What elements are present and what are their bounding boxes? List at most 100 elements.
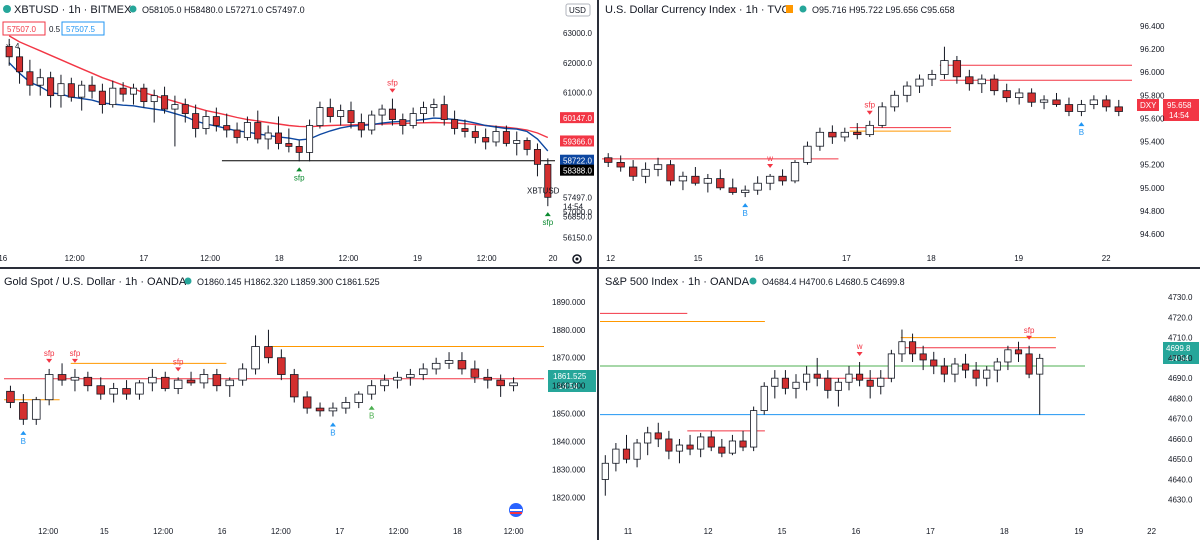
candle-down [160,376,170,389]
y-tick-label: 96.200 [1140,45,1165,54]
candle-down [1114,106,1123,112]
xbt-status-dot [129,5,137,13]
candle-down [277,357,286,375]
candle-down [961,363,970,371]
price-label-text: 59366.0 [563,137,592,146]
xbt-title[interactable]: XBTUSD · 1h · BITMEX [14,4,132,16]
y-tick-label: 4720.0 [1168,313,1193,322]
annotation-label: sfp [294,173,305,182]
x-tick-label: 17 [335,527,344,536]
us-flag-icon[interactable] [509,503,523,517]
currency-select[interactable] [565,3,591,17]
spx-last-badge: 4699.8 14:54 [1163,342,1199,364]
xbt-bid-box[interactable] [2,21,46,36]
annotation-label: sfp [173,357,184,366]
candle-down [716,178,725,189]
candle-down [254,122,262,140]
candle-up [513,140,521,144]
dxy-ohlc: O95.716 H95.722 L95.656 C95.658 [812,5,955,15]
y-tick-label: 4690.0 [1168,374,1193,383]
candle-down [828,131,837,138]
candle-up [1089,99,1099,105]
x-tick-label: 18 [927,254,936,263]
y-tick-label: 4660.0 [1168,435,1193,444]
candle-down [1002,90,1011,99]
y-tick-label: 4710.0 [1168,334,1193,343]
y-tick-label: 1850.000 [552,410,586,419]
price-label-text: 60147.0 [563,114,592,123]
pane-dxy-plot: 96.400 96.200 96.000 95.800 95.600 95.400 95.2… [602,22,1165,263]
x-tick-label: 12:00 [338,254,359,263]
spx-last-price: 4699.8 [1166,344,1191,353]
annotation-label: B [330,428,335,437]
candle-down [471,131,479,138]
candle-up [328,407,338,412]
candle-down [919,353,927,361]
y-tick-label: 4680.0 [1168,394,1193,403]
candle-up [78,84,86,98]
marker-arrow-up [1078,122,1085,127]
candle-down [778,175,787,182]
candle-down [940,365,948,375]
candle-down [451,119,459,129]
y-tick-label: 94.800 [1140,207,1165,216]
candle-up [728,440,737,454]
spx-title[interactable]: S&P 500 Index · 1h · OANDA [605,276,750,288]
candle-down [1027,92,1036,103]
candle-down [691,175,700,184]
candle-down [96,385,106,395]
y-tick-label: 56850.0 [563,213,592,222]
settings-gear-icon[interactable] [572,254,582,264]
y-tick-label: 1890.000 [552,298,586,307]
xbt-last-symbol: XBTUSD [527,186,560,195]
x-tick-label: 19 [413,254,422,263]
candle-up [915,78,924,87]
candle-up [378,108,386,116]
candle-up [420,107,428,114]
annotation-label: B [1079,128,1084,137]
x-tick-label: 17 [842,254,851,263]
xbt-ohlc: O58105.0 H58480.0 L57271.0 C57497.0 [142,5,305,15]
candle-up [765,175,775,184]
candle-up [792,381,800,389]
annotation-label: sfp [44,349,55,358]
y-tick-label: 4650.0 [1168,455,1193,464]
x-tick-label: 12:00 [477,254,498,263]
y-tick-label: 63000.0 [563,29,592,38]
candle-up [840,131,849,138]
candle-down [1064,104,1074,112]
annotation-label: sfp [542,218,553,227]
xbt-layers-count: 4 [15,42,20,51]
xbt-ask-box[interactable] [61,21,105,36]
candle-up [703,178,712,184]
candle-down [264,346,273,359]
y-tick-label: 95.600 [1140,114,1165,123]
candle-down [19,402,28,420]
candle-up [697,436,705,450]
candle-up [70,376,80,381]
candle-up [44,374,54,401]
annotation-label: B [21,437,26,446]
candle-down [523,140,531,150]
marker-arrow-up [20,430,27,435]
xau-title[interactable]: Gold Spot / U.S. Dollar · 1h · OANDA [4,276,187,288]
candle-up [306,125,314,153]
marker-arrow-down [1026,335,1033,340]
candle-up [264,132,272,140]
candle-up [898,341,906,355]
candle-up [316,107,324,126]
annotation-label: sfp [864,101,875,110]
spx-status-dot [749,277,757,285]
candle-up [612,448,620,464]
candle-down [1025,353,1033,375]
candle-up [890,94,899,108]
dxy-title[interactable]: U.S. Dollar Currency Index · 1h · TVC [605,4,789,16]
candle-up [1036,357,1044,375]
candle-up [803,145,812,163]
candle-up [36,77,44,86]
candle-down [470,368,480,378]
price-label-text: 58388.0 [563,167,592,176]
candle-up [887,353,895,379]
